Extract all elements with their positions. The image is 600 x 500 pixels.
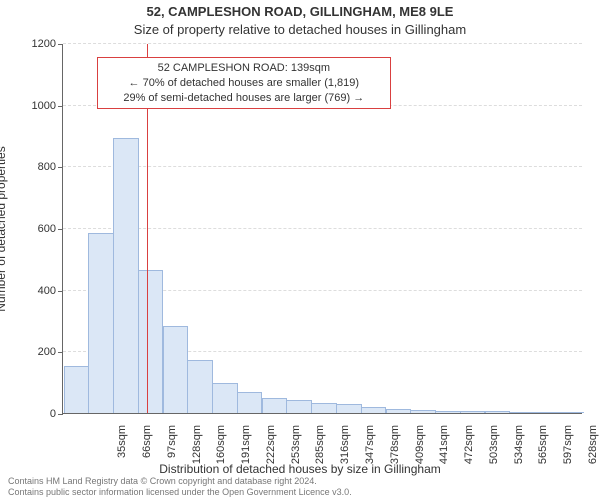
- annotation-line: 52 CAMPLESHON ROAD: 139sqm: [104, 61, 384, 76]
- bar: [336, 404, 362, 413]
- bar: [361, 407, 387, 413]
- bar: [138, 270, 164, 413]
- y-tick-label: 600: [16, 223, 56, 235]
- chart-container: 52, CAMPLESHON ROAD, GILLINGHAM, ME8 9LE…: [0, 0, 600, 500]
- bar: [410, 410, 436, 413]
- bar: [286, 400, 312, 413]
- footer: Contains HM Land Registry data © Crown c…: [8, 476, 592, 498]
- chart-title-line1: 52, CAMPLESHON ROAD, GILLINGHAM, ME8 9LE: [0, 4, 600, 19]
- footer-line1: Contains HM Land Registry data © Crown c…: [8, 476, 592, 487]
- bar: [386, 409, 412, 413]
- bar: [88, 233, 114, 413]
- y-tick-label: 400: [16, 285, 56, 297]
- bar: [460, 411, 486, 413]
- chart-title-line2: Size of property relative to detached ho…: [0, 22, 600, 37]
- x-axis-label: Distribution of detached houses by size …: [0, 462, 600, 476]
- bar: [311, 403, 337, 413]
- bar: [435, 411, 461, 413]
- y-tick-label: 0: [16, 408, 56, 420]
- bar: [64, 366, 90, 413]
- bar: [485, 411, 511, 413]
- annotation-line: 29% of semi-detached houses are larger (…: [104, 91, 384, 106]
- y-tick-mark: [58, 414, 63, 415]
- y-tick-label: 800: [16, 161, 56, 173]
- bar: [163, 326, 189, 413]
- bar: [559, 412, 585, 413]
- bar: [113, 138, 139, 413]
- plot-area: 52 CAMPLESHON ROAD: 139sqm← 70% of detac…: [62, 44, 582, 414]
- y-axis-label: Number of detached properties: [0, 146, 8, 311]
- bar: [509, 412, 535, 413]
- bar: [262, 398, 288, 413]
- bar: [187, 360, 213, 413]
- y-tick-label: 1200: [16, 38, 56, 50]
- y-tick-label: 1000: [16, 100, 56, 112]
- bar: [212, 383, 238, 413]
- footer-line2: Contains public sector information licen…: [8, 487, 592, 498]
- annotation-line: ← 70% of detached houses are smaller (1,…: [104, 76, 384, 91]
- bar: [534, 412, 560, 413]
- bar: [237, 392, 263, 413]
- annotation-box: 52 CAMPLESHON ROAD: 139sqm← 70% of detac…: [97, 57, 391, 110]
- y-tick-label: 200: [16, 346, 56, 358]
